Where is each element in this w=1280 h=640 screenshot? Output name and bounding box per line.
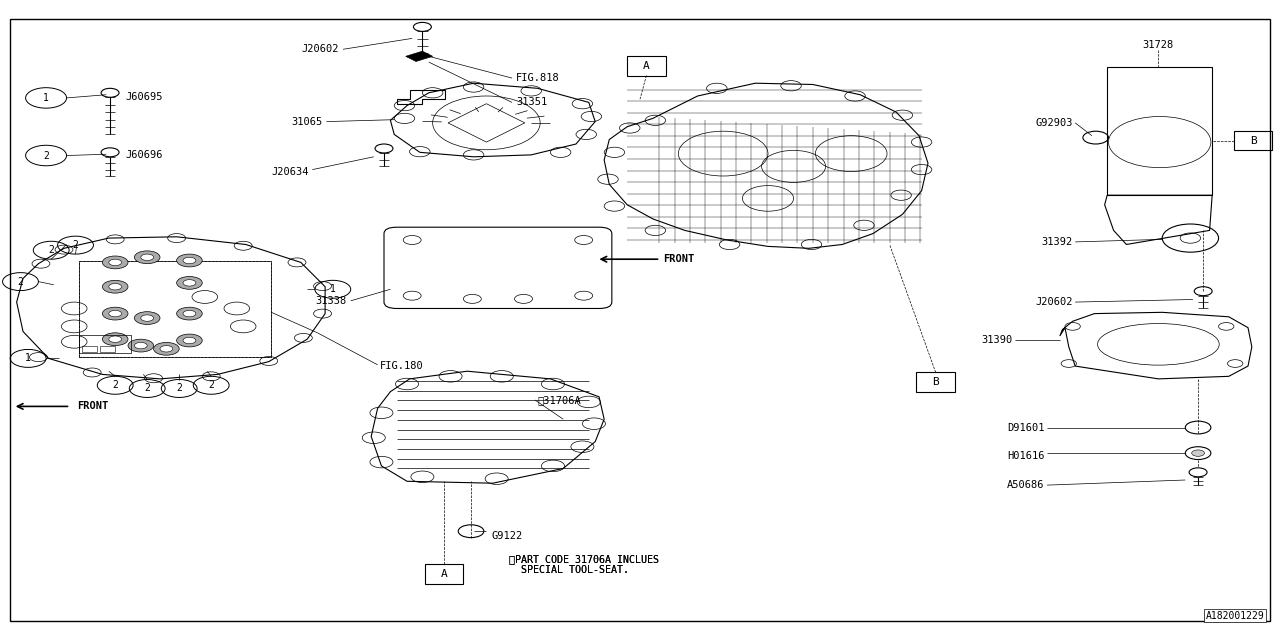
Text: J20634: J20634 (271, 166, 308, 177)
Bar (82, 346, 97, 352)
Text: 2: 2 (113, 380, 118, 390)
Bar (79, 335, 131, 353)
Text: 2: 2 (18, 276, 23, 287)
Circle shape (177, 254, 202, 267)
Text: 2: 2 (177, 383, 182, 394)
Text: ※PART CODE 31706A INCLUES
  SPECIAL TOOL-SEAT.: ※PART CODE 31706A INCLUES SPECIAL TOOL-S… (509, 554, 659, 575)
Circle shape (177, 334, 202, 347)
Text: A: A (440, 569, 448, 579)
Circle shape (141, 315, 154, 321)
Circle shape (102, 256, 128, 269)
Circle shape (134, 251, 160, 264)
Circle shape (109, 259, 122, 266)
Circle shape (183, 310, 196, 317)
Text: 1: 1 (330, 284, 335, 294)
Text: B: B (932, 377, 940, 387)
Bar (1107, 67, 1212, 195)
Text: 2: 2 (49, 245, 54, 255)
Text: FIG.818: FIG.818 (516, 73, 559, 83)
Polygon shape (17, 237, 325, 379)
Circle shape (128, 339, 154, 352)
Text: FIG.180: FIG.180 (380, 361, 424, 371)
Text: 1: 1 (26, 353, 31, 364)
Circle shape (183, 337, 196, 344)
Text: J60696: J60696 (125, 150, 163, 160)
Text: 31392: 31392 (1042, 237, 1073, 247)
Circle shape (134, 342, 147, 349)
Text: J20602: J20602 (302, 44, 339, 54)
Circle shape (134, 312, 160, 324)
Bar (100, 346, 115, 352)
Circle shape (109, 336, 122, 342)
Text: G9122: G9122 (492, 531, 522, 541)
Polygon shape (406, 51, 433, 61)
Circle shape (183, 257, 196, 264)
Circle shape (154, 342, 179, 355)
Text: 31065: 31065 (292, 116, 323, 127)
Text: FRONT: FRONT (77, 401, 108, 412)
Text: 31338: 31338 (316, 296, 347, 306)
Polygon shape (604, 83, 928, 248)
Text: J60695: J60695 (125, 92, 163, 102)
Polygon shape (1060, 312, 1252, 379)
Text: J20602: J20602 (1036, 297, 1073, 307)
Text: A50686: A50686 (1007, 480, 1044, 490)
Text: 1: 1 (44, 93, 49, 103)
Circle shape (109, 284, 122, 290)
Circle shape (102, 333, 128, 346)
Polygon shape (371, 371, 604, 483)
Circle shape (109, 310, 122, 317)
Text: 31390: 31390 (982, 335, 1012, 346)
Text: B: B (1249, 136, 1257, 146)
Circle shape (141, 254, 154, 260)
Circle shape (102, 280, 128, 293)
Circle shape (177, 276, 202, 289)
Text: A182001229: A182001229 (1206, 611, 1265, 621)
Text: A: A (643, 61, 650, 71)
Text: 2: 2 (73, 240, 78, 250)
Text: D91601: D91601 (1007, 422, 1044, 433)
Text: 2: 2 (44, 150, 49, 161)
Text: 2: 2 (209, 380, 214, 390)
Text: ※PART CODE 31706A INCLUES
  SPECIAL TOOL-SEAT.: ※PART CODE 31706A INCLUES SPECIAL TOOL-S… (509, 554, 659, 575)
Text: 31351: 31351 (516, 97, 547, 108)
Text: G92903: G92903 (1036, 118, 1073, 128)
Text: 2: 2 (145, 383, 150, 394)
Bar (79, 261, 271, 357)
Circle shape (160, 346, 173, 352)
Text: ※31706A: ※31706A (538, 395, 581, 405)
Text: 31728: 31728 (1143, 40, 1174, 50)
Text: H01616: H01616 (1007, 451, 1044, 461)
Text: FRONT: FRONT (663, 254, 694, 264)
Circle shape (102, 307, 128, 320)
Circle shape (177, 307, 202, 320)
Polygon shape (390, 83, 595, 157)
Circle shape (183, 280, 196, 286)
Circle shape (1192, 450, 1204, 456)
